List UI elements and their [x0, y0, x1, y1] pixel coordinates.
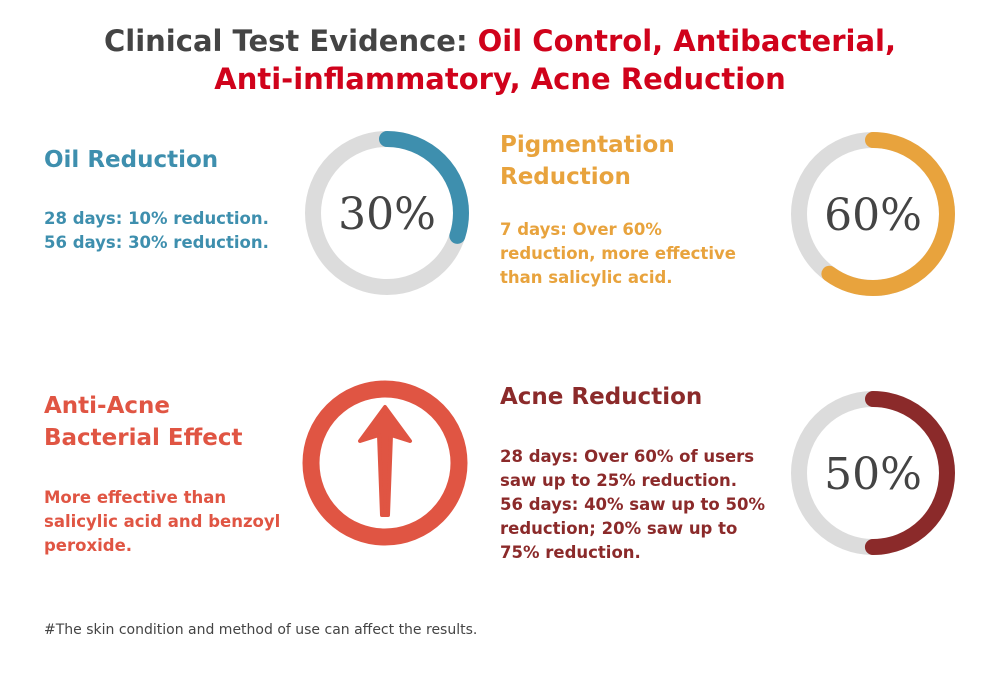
title-highlight: Oil Control, Antibacterial, [477, 24, 896, 58]
bacterial-line: More effective than [44, 488, 227, 507]
footnote: #The skin condition and method of use ca… [44, 622, 478, 638]
acne-line: 28 days: Over 60% of users [500, 447, 755, 466]
acne-line: 56 days: 40% saw up to 50% [500, 495, 766, 514]
title-line-1: Clinical Test Evidence: Oil Control, Ant… [0, 22, 1000, 60]
circle-ring [302, 380, 468, 546]
donut-arc [791, 132, 955, 296]
pigment-line: than salicylic acid. [500, 268, 673, 287]
pigment-description: 7 days: Over 60% reduction, more effecti… [500, 218, 736, 290]
oil-line: 28 days: 10% reduction. [44, 209, 269, 228]
pigment-heading: Pigmentation Reduction [500, 129, 675, 193]
title-prefix: Clinical Test Evidence: [104, 24, 478, 58]
acne-line: reduction; 20% saw up to [500, 519, 738, 538]
acne-description: 28 days: Over 60% of users saw up to 25%… [500, 445, 765, 565]
bacterial-description: More effective than salicylic acid and b… [44, 486, 280, 558]
heading-line: Reduction [500, 164, 631, 190]
pigment-line: 7 days: Over 60% [500, 220, 662, 239]
donut-arc [791, 391, 955, 555]
heading-line: Pigmentation [500, 132, 675, 158]
bacterial-line: salicylic acid and benzoyl [44, 512, 281, 531]
heading-line: Anti-Acne [44, 393, 171, 419]
donut-value: 30% [338, 189, 436, 240]
arrow-up-icon [358, 405, 412, 517]
oil-description: 28 days: 10% reduction. 56 days: 30% red… [44, 207, 269, 255]
oil-donut: 30% [305, 131, 469, 295]
pigment-line: reduction, more effective [500, 244, 736, 263]
heading-line: Bacterial Effect [44, 425, 243, 451]
oil-heading: Oil Reduction [44, 147, 219, 173]
acne-donut: 50% [791, 391, 955, 555]
donut-value: 50% [824, 449, 922, 500]
donut-arc [305, 131, 469, 295]
title-line-2: Anti-inflammatory, Acne Reduction [214, 62, 786, 96]
donut-value: 60% [824, 190, 922, 241]
acne-line: saw up to 25% reduction. [500, 471, 738, 490]
arrow-up-circle-icon [302, 380, 468, 546]
bacterial-line: peroxide. [44, 536, 133, 555]
pigment-donut: 60% [791, 132, 955, 296]
acne-heading: Acne Reduction [500, 384, 703, 410]
acne-line: 75% reduction. [500, 543, 641, 562]
oil-line: 56 days: 30% reduction. [44, 233, 269, 252]
bacterial-heading: Anti-Acne Bacterial Effect [44, 390, 243, 454]
